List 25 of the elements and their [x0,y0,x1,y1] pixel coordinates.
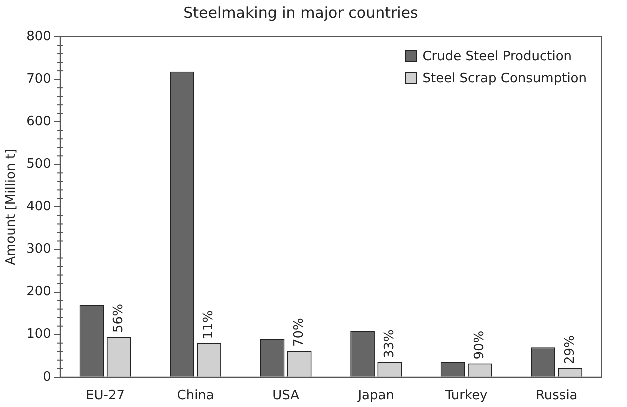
y-tick-label: 800 [26,29,52,44]
y-axis-title: Amount [Million t] [4,148,20,266]
legend-label: Crude Steel Production [422,49,572,64]
y-tick-label: 500 [26,157,52,172]
y-tick-label: 400 [26,200,52,215]
x-tick-label: Japan [357,388,394,404]
y-tick-label: 300 [26,242,52,258]
x-tick-label: EU-27 [86,388,126,404]
x-tick-label: China [177,388,214,404]
chart-title: Steelmaking in major countries [184,4,419,22]
y-tick-label: 600 [26,114,52,130]
x-tick-label: Turkey [444,388,488,404]
annotation: 29% [562,336,578,364]
y-tick-label: 700 [26,72,52,87]
y-tick-label: 200 [26,284,52,300]
x-tick-label: USA [272,388,300,404]
legend-label: Steel Scrap Consumption [422,71,588,86]
annotation: 90% [472,330,488,360]
annotation: 56% [111,304,126,333]
annotation: 11% [202,310,217,340]
annotation: 33% [382,330,398,359]
x-tick-label: Russia [536,388,578,404]
y-tick-label: 0 [43,370,52,385]
annotation: 70% [292,318,307,348]
y-tick-label: 100 [26,327,52,342]
